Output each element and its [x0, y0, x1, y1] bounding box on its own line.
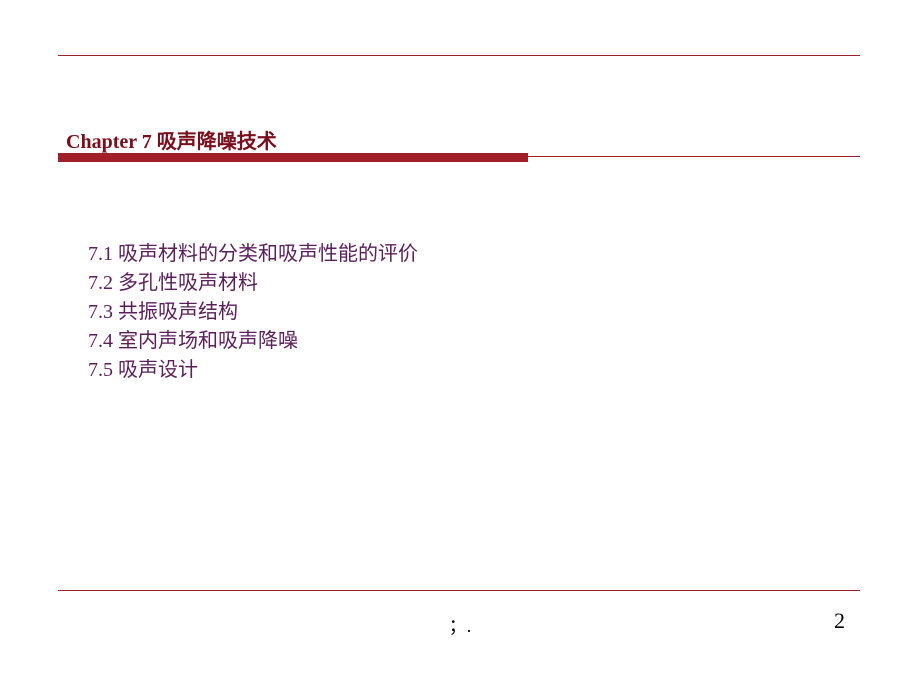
- toc-item: 7.2 多孔性吸声材料: [88, 269, 418, 298]
- title-underline-thin: [528, 156, 860, 157]
- table-of-contents: 7.1 吸声材料的分类和吸声性能的评价 7.2 多孔性吸声材料 7.3 共振吸声…: [88, 240, 418, 385]
- toc-item: 7.1 吸声材料的分类和吸声性能的评价: [88, 240, 418, 269]
- toc-item: 7.4 室内声场和吸声降噪: [88, 327, 418, 356]
- toc-item: 7.3 共振吸声结构: [88, 298, 418, 327]
- top-horizontal-rule: [58, 55, 860, 56]
- page-number: 2: [834, 608, 845, 634]
- footer-text: ；.: [0, 612, 920, 638]
- chapter-title: Chapter 7 吸声降噪技术: [66, 125, 277, 154]
- bottom-horizontal-rule: [58, 590, 860, 591]
- title-underline: [58, 153, 860, 163]
- title-underline-thick: [58, 153, 528, 162]
- toc-item: 7.5 吸声设计: [88, 356, 418, 385]
